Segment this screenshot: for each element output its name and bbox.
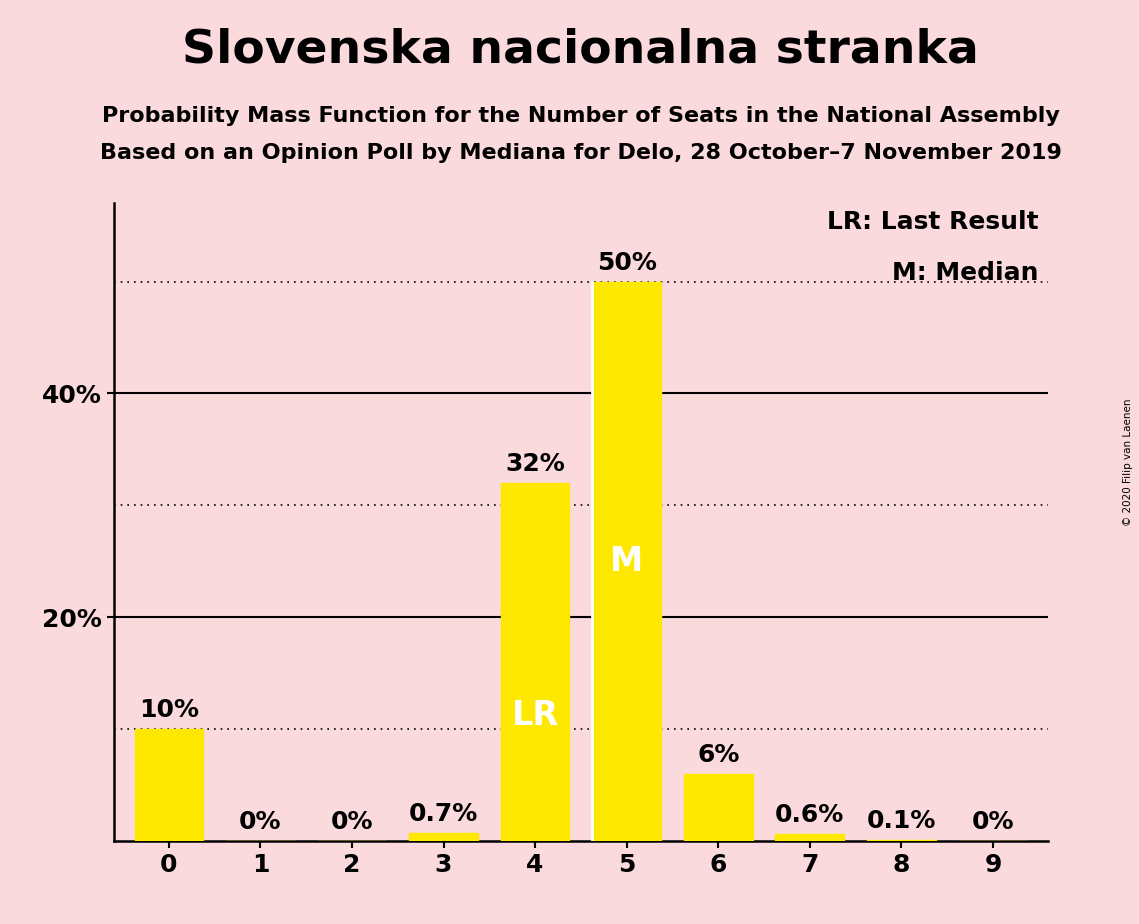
Bar — [867, 840, 936, 841]
Text: 0.1%: 0.1% — [867, 809, 936, 833]
Bar — [501, 483, 570, 841]
Bar — [683, 773, 753, 841]
Text: M: Median: M: Median — [892, 261, 1039, 285]
Text: Based on an Opinion Poll by Mediana for Delo, 28 October–7 November 2019: Based on an Opinion Poll by Mediana for … — [100, 143, 1062, 164]
Bar — [409, 833, 478, 841]
Text: 0.6%: 0.6% — [776, 803, 844, 827]
Text: Probability Mass Function for the Number of Seats in the National Assembly: Probability Mass Function for the Number… — [103, 106, 1059, 127]
Text: 0%: 0% — [239, 810, 281, 834]
Bar — [592, 282, 661, 841]
Text: 50%: 50% — [597, 250, 656, 274]
Text: © 2020 Filip van Laenen: © 2020 Filip van Laenen — [1123, 398, 1133, 526]
Bar — [776, 834, 844, 841]
Text: 32%: 32% — [506, 452, 565, 476]
Text: LR: Last Result: LR: Last Result — [827, 210, 1039, 234]
Bar — [134, 729, 203, 841]
Text: 10%: 10% — [139, 699, 199, 723]
Text: M: M — [611, 545, 644, 578]
Text: Slovenska nacionalna stranka: Slovenska nacionalna stranka — [182, 28, 980, 73]
Text: 0%: 0% — [330, 810, 374, 834]
Text: LR: LR — [511, 699, 558, 732]
Text: 6%: 6% — [697, 743, 739, 767]
Text: 0.7%: 0.7% — [409, 802, 478, 826]
Text: 0%: 0% — [972, 810, 1014, 834]
